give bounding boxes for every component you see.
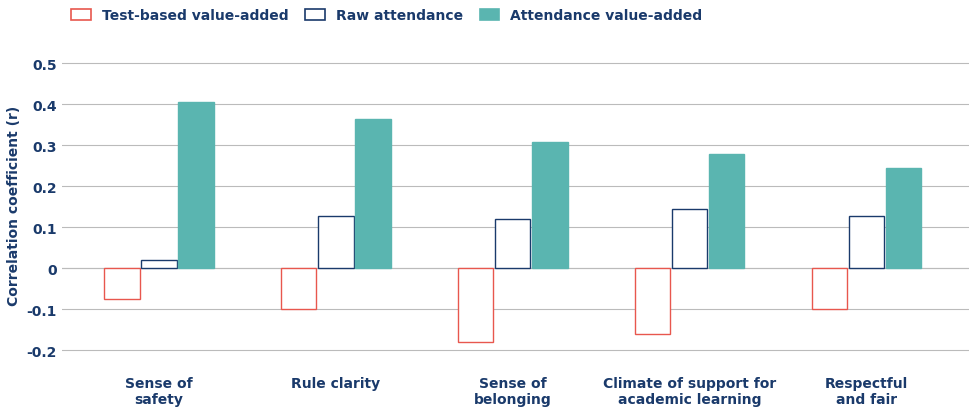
Bar	[886, 169, 921, 269]
Bar	[142, 261, 177, 269]
Y-axis label: Correlation coefficient (r): Correlation coefficient (r)	[7, 106, 20, 305]
Bar	[812, 269, 847, 310]
Legend: Test-based value-added, Raw attendance, Attendance value-added: Test-based value-added, Raw attendance, …	[68, 7, 705, 26]
Bar	[318, 216, 353, 269]
Bar	[709, 155, 745, 269]
Bar	[849, 217, 884, 269]
Bar	[281, 269, 316, 310]
Bar	[671, 209, 708, 269]
Bar	[634, 269, 671, 334]
Bar	[458, 269, 493, 342]
Bar	[355, 119, 390, 269]
Bar	[179, 103, 214, 269]
Bar	[532, 143, 568, 269]
Bar	[104, 269, 140, 299]
Bar	[495, 220, 530, 269]
